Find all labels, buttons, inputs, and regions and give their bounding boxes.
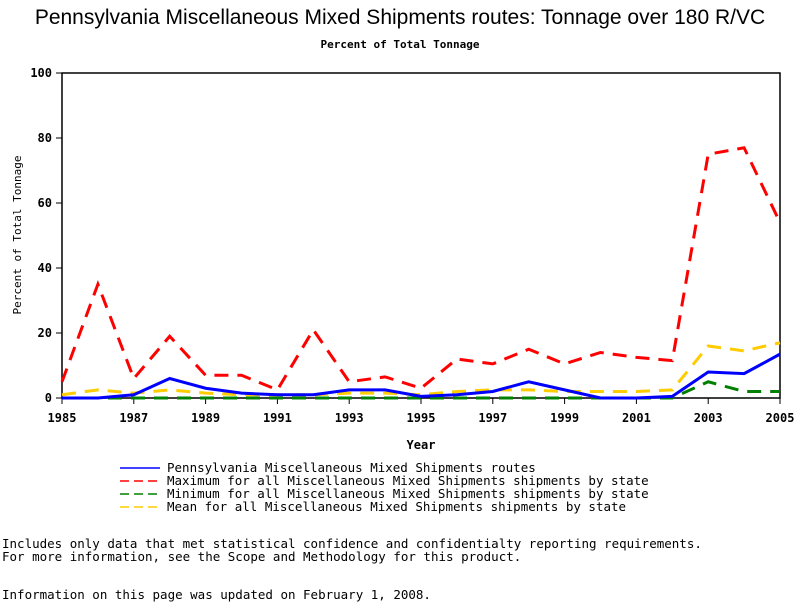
x-tick-label: 1991 — [263, 411, 292, 425]
series-line-0 — [62, 352, 781, 400]
y-tick-label: 100 — [30, 66, 52, 80]
x-tick-label: 1993 — [335, 411, 364, 425]
series-line-3 — [61, 341, 781, 397]
x-axis-label: Year — [407, 438, 436, 452]
series-line-1 — [60, 146, 782, 392]
chart-subtitle: Percent of Total Tonnage — [320, 38, 480, 51]
legend-label: Mean for all Miscellaneous Mixed Shipmen… — [167, 499, 627, 514]
y-axis-label: Percent of Total Tonnage — [11, 156, 24, 315]
x-tick-label: 1995 — [407, 411, 436, 425]
x-tick-label: 2005 — [766, 411, 795, 425]
x-tick-label: 1987 — [119, 411, 148, 425]
legend-label: Pennsylvania Miscellaneous Mixed Shipmen… — [167, 460, 536, 475]
note-methodology: For more information, see the Scope and … — [2, 549, 522, 564]
y-tick-label: 80 — [38, 131, 52, 145]
y-tick-label: 20 — [38, 326, 52, 340]
x-tick-label: 2003 — [694, 411, 723, 425]
x-tick-label: 1997 — [478, 411, 507, 425]
x-tick-label: 1985 — [48, 411, 77, 425]
x-tick-label: 2001 — [622, 411, 651, 425]
legend-label: Maximum for all Miscellaneous Mixed Ship… — [167, 473, 649, 488]
x-tick-label: 1989 — [191, 411, 220, 425]
plot-frame — [61, 72, 781, 399]
y-tick-label: 60 — [38, 196, 52, 210]
line-chart: 1985 1987 1989 1991 1993 1995 1997 1999 2001 2003… — [11, 66, 795, 508]
y-tick-label: 0 — [45, 391, 52, 405]
note-confidence: Includes only data that met statistical … — [2, 536, 702, 551]
y-tick-label: 40 — [38, 261, 52, 275]
chart-title: Pennsylvania Miscellaneous Mixed Shipmen… — [34, 6, 766, 29]
legend-label: Minimum for all Miscellaneous Mixed Ship… — [167, 486, 649, 501]
x-tick-label: 1999 — [550, 411, 579, 425]
note-updated: Information on this page was updated on … — [2, 587, 431, 602]
